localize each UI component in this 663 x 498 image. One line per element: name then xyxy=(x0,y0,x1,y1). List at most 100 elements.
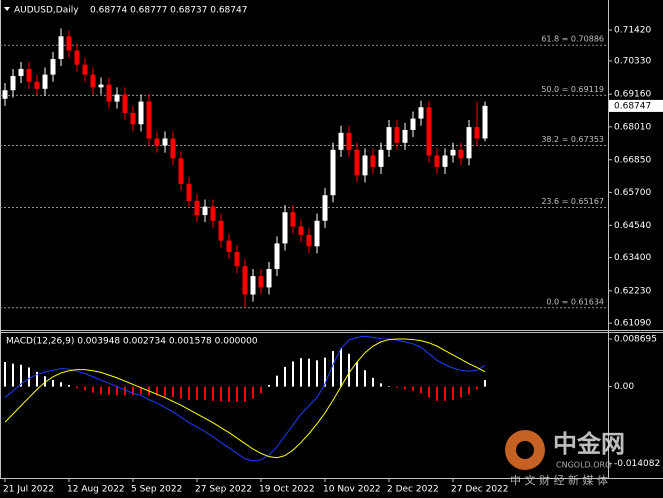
candle-body xyxy=(194,200,200,216)
y-tick-label: 0.008695 xyxy=(614,335,657,345)
logo-inner xyxy=(516,441,534,459)
y-tick-label: 0.68010 xyxy=(614,122,651,132)
header-values: 0.68774 0.68777 0.68737 0.68747 xyxy=(90,6,247,16)
x-tick-label: 19 Oct 2022 xyxy=(259,485,315,495)
candle-body xyxy=(458,149,464,159)
candle-body xyxy=(258,276,264,288)
y-tick-label: 0.63400 xyxy=(614,253,651,263)
watermark-logo: 中金网 xyxy=(553,430,625,458)
macd-title: MACD(12,26,9) 0.003948 0.002734 0.001578… xyxy=(6,337,258,347)
fibo-label: 50.0 = 0.69119 xyxy=(541,85,604,94)
x-tick-label: 27 Sep 2022 xyxy=(195,485,252,495)
candle-body xyxy=(218,220,224,241)
fibo-label: 23.6 = 0.65167 xyxy=(541,197,604,206)
y-tick-label: 0.66850 xyxy=(614,155,651,165)
candle-body xyxy=(274,243,280,269)
y-tick-label: 0.69160 xyxy=(614,90,651,100)
candle-body xyxy=(250,276,256,295)
candle-body xyxy=(314,220,320,247)
candle-body xyxy=(50,59,56,75)
candle-body xyxy=(378,149,384,167)
candle-body xyxy=(74,50,80,65)
candle-body xyxy=(26,68,32,82)
fibo-label: 61.8 = 0.70886 xyxy=(541,35,604,44)
candle-body xyxy=(66,36,72,51)
candle-body xyxy=(90,74,96,88)
watermark: 中金网 CNGOLD.ORG 中 文 财 经 新 媒 体 xyxy=(505,430,625,487)
candle-body xyxy=(178,158,184,184)
candle-body xyxy=(162,138,168,146)
y-tick-label: 0.62230 xyxy=(614,286,651,296)
candle-body xyxy=(322,195,328,221)
candle-body xyxy=(434,155,440,167)
candle-body xyxy=(226,240,232,252)
candle-body xyxy=(154,138,160,146)
candle-body xyxy=(386,127,392,150)
candle-body xyxy=(298,226,304,235)
candle-body xyxy=(338,132,344,150)
y-tick-label: 0.65700 xyxy=(614,188,651,198)
candle-body xyxy=(266,268,272,288)
y-tick-label: 0.70330 xyxy=(614,57,651,67)
candle-body xyxy=(282,212,288,244)
fibo-label: 38.2 = 0.67353 xyxy=(541,135,604,144)
candle-body xyxy=(18,68,24,77)
x-tick-label: 21 Jul 2022 xyxy=(3,485,54,495)
candle-body xyxy=(410,118,416,130)
y-tick-label: 0.64540 xyxy=(614,221,651,231)
candle-body xyxy=(138,101,144,125)
candle-body xyxy=(362,155,368,176)
candle-body xyxy=(202,206,208,216)
y-tick-label: -0.014082 xyxy=(614,459,660,469)
candle-body xyxy=(98,84,104,88)
candle-body xyxy=(106,84,112,102)
candle-body xyxy=(482,105,488,139)
candle-body xyxy=(450,149,456,156)
watermark-slogan: 中 文 财 经 新 媒 体 xyxy=(510,473,608,487)
y-tick-label: 0.61090 xyxy=(614,319,651,329)
y-tick-label: 0.71420 xyxy=(614,26,651,36)
candle-body xyxy=(122,94,128,113)
x-tick-label: 27 Dec 2022 xyxy=(451,485,509,495)
y-tick-label: 0.00 xyxy=(614,382,634,392)
candle-body xyxy=(466,127,472,159)
candle-body xyxy=(442,155,448,167)
symbol-title: AUDUSD,Daily xyxy=(14,6,79,16)
candle-body xyxy=(346,132,352,150)
candle-body xyxy=(354,149,360,176)
candle-body xyxy=(330,149,336,196)
candle-body xyxy=(82,64,88,75)
x-tick-label: 12 Aug 2022 xyxy=(67,485,125,495)
candle-body xyxy=(34,81,40,89)
macd-line xyxy=(4,335,486,462)
candle-body xyxy=(210,206,216,221)
fibo-label: 0.0 = 0.61634 xyxy=(546,297,604,306)
macd-line xyxy=(4,338,486,459)
candle-body xyxy=(170,138,176,159)
last-price: 0.68747 xyxy=(614,101,651,111)
candle-body xyxy=(10,76,16,91)
menu-arrow xyxy=(4,7,10,11)
candle-body xyxy=(306,234,312,247)
watermark-site: CNGOLD.ORG xyxy=(556,461,611,470)
x-tick-label: 10 Nov 2022 xyxy=(323,485,381,495)
x-tick-label: 2 Dec 2022 xyxy=(387,485,439,495)
price-box xyxy=(609,99,663,112)
candle-body xyxy=(242,266,248,295)
candle-body xyxy=(426,107,432,156)
candle-body xyxy=(186,183,192,201)
candle-body xyxy=(234,251,240,267)
candle-body xyxy=(394,127,400,143)
candle-body xyxy=(2,90,8,99)
candle-body xyxy=(130,112,136,125)
candle-body xyxy=(58,36,64,60)
candle-body xyxy=(418,107,424,119)
x-tick-label: 5 Sep 2022 xyxy=(131,485,182,495)
candle-body xyxy=(402,129,408,143)
candle-body xyxy=(370,155,376,167)
candle-body xyxy=(290,212,296,227)
candle-body xyxy=(114,94,120,102)
candle-body xyxy=(146,101,152,139)
